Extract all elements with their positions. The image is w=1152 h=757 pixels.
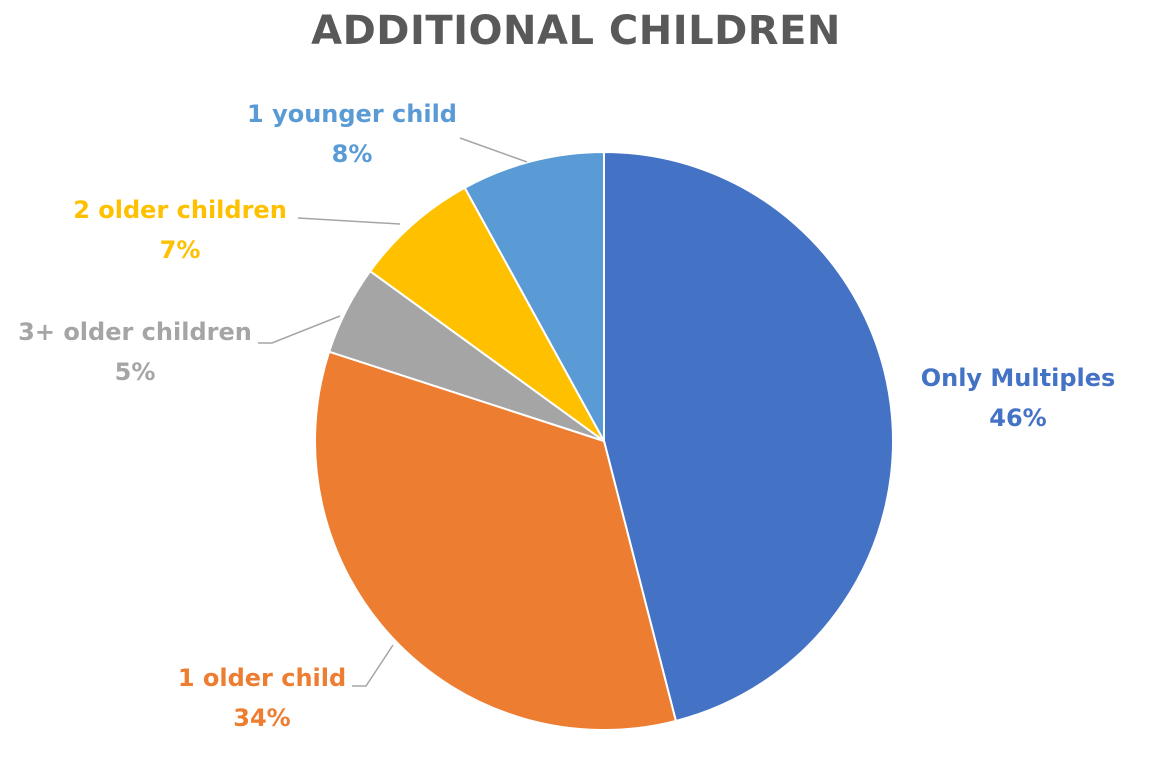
- pie-slice-1-older-child: [314, 350, 678, 731]
- pie-slice-2-older-children: [368, 186, 605, 442]
- data-label-pct-1-younger-child: 8%: [332, 140, 373, 168]
- data-label-3plus-older-children: 3+ older children: [18, 318, 252, 346]
- data-label-pct-1-older-child: 34%: [233, 704, 290, 732]
- data-label-pct-2-older-children: 7%: [160, 236, 201, 264]
- pie-slice-1-younger-child: [463, 150, 605, 442]
- data-label-only-multiples: Only Multiples: [921, 364, 1116, 392]
- leader-line-1-older-child: [352, 644, 394, 687]
- leader-line-2-older-children: [297, 217, 401, 225]
- leader-line-3plus-older-children: [258, 315, 341, 344]
- data-label-1-younger-child: 1 younger child: [247, 100, 457, 128]
- pie-slice-only-multiples: [603, 150, 894, 723]
- data-label-1-older-child: 1 older child: [178, 664, 346, 692]
- leader-line-1-younger-child: [459, 137, 528, 163]
- data-label-2-older-children: 2 older children: [73, 196, 287, 224]
- chart-title: ADDITIONAL CHILDREN: [311, 8, 841, 54]
- data-label-pct-3plus-older-children: 5%: [115, 358, 156, 386]
- data-label-pct-only-multiples: 46%: [989, 404, 1046, 432]
